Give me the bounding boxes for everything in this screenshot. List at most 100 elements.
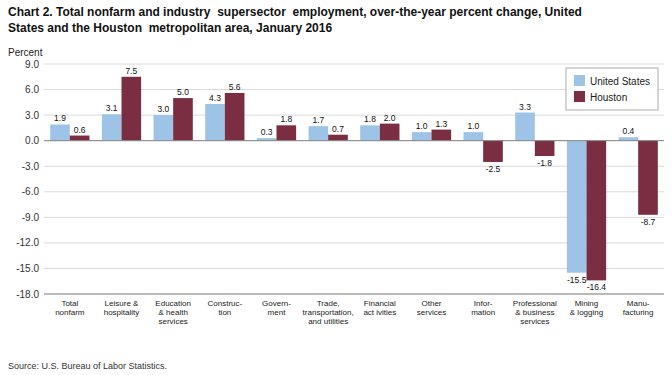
bar — [225, 93, 245, 141]
data-label: 2.0 — [384, 113, 396, 123]
y-tick-label: 6.0 — [25, 84, 39, 95]
data-label: -16.4 — [587, 282, 607, 292]
data-label: 0.4 — [622, 126, 634, 136]
y-tick-label: 9.0 — [25, 59, 39, 70]
bar — [154, 115, 174, 141]
bar — [567, 141, 587, 273]
data-label: 5.0 — [177, 87, 189, 97]
bar — [483, 141, 503, 162]
x-tick-line: mation — [471, 308, 495, 317]
y-tick-label: -6.0 — [22, 186, 40, 197]
grid — [44, 64, 664, 294]
data-label: 1.0 — [416, 121, 428, 131]
x-tick-line: Manu- — [627, 299, 650, 308]
x-tick-line: Trade, — [317, 299, 340, 308]
x-tick-line: and utilities — [308, 317, 348, 326]
x-tick-line: facturing — [623, 308, 654, 317]
x-tick-line: services — [417, 308, 446, 317]
x-tick-label: Mining& logging — [570, 299, 603, 317]
data-label: 1.8 — [364, 114, 376, 124]
data-label: -15.5 — [567, 275, 587, 285]
data-label: -2.5 — [486, 164, 501, 174]
data-label: 3.3 — [519, 102, 531, 112]
x-tick-line: & business — [515, 308, 554, 317]
data-label: -8.7 — [641, 217, 656, 227]
x-axis-line — [44, 294, 664, 295]
chart: Chart 2. Total nonfarm and industry supe… — [0, 0, 672, 375]
legend-box — [566, 68, 658, 110]
x-tick-line: Govern- — [262, 299, 291, 308]
y-tick-label: 0.0 — [25, 135, 39, 146]
x-tick-line: & health — [158, 308, 187, 317]
x-tick-line: services — [520, 317, 549, 326]
y-tick-label: -15.0 — [16, 263, 39, 274]
bar — [328, 135, 348, 141]
title-line: States and the Houston metropolitan area… — [8, 21, 332, 35]
bar — [515, 113, 535, 141]
x-tick-line: Other — [421, 299, 441, 308]
x-tick-line: act ivities — [363, 308, 396, 317]
x-tick-line: Construc- — [207, 299, 242, 308]
grid-line — [44, 64, 664, 65]
bar — [638, 141, 658, 215]
y-tick-label: -3.0 — [22, 161, 40, 172]
x-tick-line: transportation, — [303, 308, 354, 317]
bar — [277, 125, 297, 140]
y-tick-label: -12.0 — [16, 237, 39, 248]
bar — [173, 98, 193, 141]
source: Source: U.S. Bureau of Labor Statistics. — [8, 361, 167, 371]
y-axis-label: Percent — [8, 47, 43, 58]
x-tick-line: services — [158, 317, 187, 326]
legend-swatch — [574, 75, 585, 86]
bar — [122, 77, 142, 141]
legend-label: United States — [590, 76, 650, 87]
y-tick-label: -9.0 — [22, 212, 40, 223]
data-label: 1.3 — [435, 119, 447, 129]
x-tick-line: ment — [268, 308, 287, 317]
page: {"chart_data": { "type": "bar", "title":… — [0, 0, 672, 375]
data-label: 1.0 — [467, 121, 479, 131]
data-label: 0.3 — [261, 127, 273, 137]
x-tick-line: tion — [218, 308, 231, 317]
y-tick-label: -18.0 — [16, 289, 39, 300]
x-tick-label: Education& healthservices — [155, 299, 191, 326]
bar — [309, 126, 329, 140]
baseline — [44, 140, 664, 141]
data-label: 3.0 — [157, 104, 169, 114]
bar — [619, 137, 639, 140]
legend-swatch — [574, 91, 585, 102]
bar — [535, 141, 555, 156]
bar — [464, 132, 484, 141]
data-label: 0.7 — [332, 124, 344, 134]
x-tick-label: Professional& businessservices — [513, 299, 557, 326]
legend-label: Houston — [590, 92, 627, 103]
data-labels: 1.93.13.04.30.31.71.81.01.03.3-15.50.40.… — [54, 66, 655, 293]
bar — [380, 124, 400, 141]
grid-line — [44, 140, 664, 141]
x-tick-line: Financial — [364, 299, 396, 308]
x-tick-line: hospitality — [104, 308, 140, 317]
data-label: 1.9 — [54, 113, 66, 123]
x-tick-line: nonfarm — [55, 308, 85, 317]
bar — [360, 125, 380, 140]
legend: United States Houston — [566, 68, 658, 110]
data-label: 0.6 — [74, 125, 86, 135]
x-tick-label: Infor-mation — [471, 299, 495, 317]
title: Chart 2. Total nonfarm and industry supe… — [8, 5, 582, 35]
data-label: 3.1 — [106, 103, 118, 113]
x-tick-line: Professional — [513, 299, 557, 308]
y-tick-label: 3.0 — [25, 110, 39, 121]
bar — [102, 114, 122, 140]
x-tick-line: Mining — [575, 299, 599, 308]
data-label: 1.7 — [312, 115, 324, 125]
x-tick-label: Totalnonfarm — [55, 299, 85, 317]
x-tick-label: Leisure &hospitality — [104, 299, 140, 317]
x-tick-label: Govern-ment — [262, 299, 291, 317]
x-tick-label: Financialact ivities — [363, 299, 396, 317]
x-tick-line: Infor- — [474, 299, 493, 308]
title-line: Chart 2. Total nonfarm and industry supe… — [8, 5, 582, 19]
data-label: 5.6 — [229, 82, 241, 92]
bar — [50, 124, 70, 140]
x-tick-label: Manu-facturing — [623, 299, 654, 317]
bar — [432, 130, 452, 141]
